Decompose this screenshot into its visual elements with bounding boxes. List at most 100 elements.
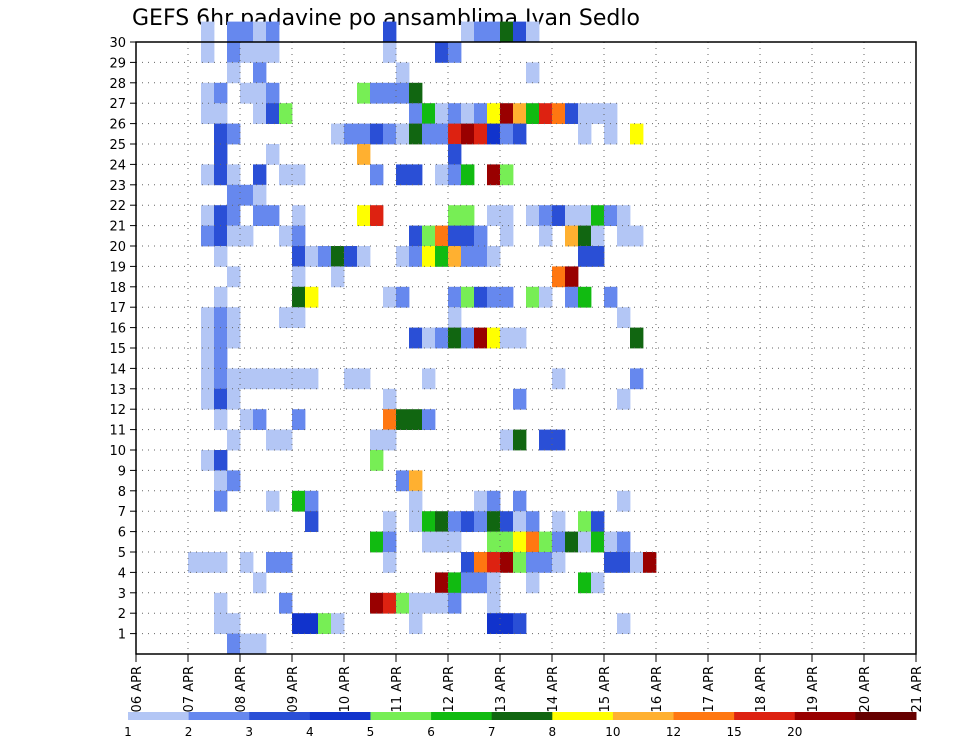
heatmap-cell xyxy=(461,327,475,349)
y-tick-label: 25 xyxy=(109,138,126,153)
heatmap-cell xyxy=(487,123,501,145)
heatmap-cell xyxy=(513,21,527,43)
y-tick-label: 29 xyxy=(109,56,126,71)
y-tick-label: 18 xyxy=(109,281,126,296)
heatmap-cell xyxy=(461,205,475,226)
heatmap-cell xyxy=(396,592,410,614)
heatmap-cell xyxy=(253,42,267,63)
heatmap-cell xyxy=(526,103,540,124)
heatmap-cell xyxy=(604,205,618,226)
heatmap-cell xyxy=(474,490,488,512)
heatmap-cell xyxy=(318,246,332,267)
x-tick-label: 16 APR xyxy=(650,666,665,712)
heatmap-cell xyxy=(383,592,397,614)
heatmap-cell xyxy=(435,511,449,532)
heatmap-cell xyxy=(266,42,280,63)
heatmap-cell xyxy=(487,552,501,573)
heatmap-cell xyxy=(500,205,514,226)
heatmap-cell xyxy=(422,592,436,614)
heatmap-cell xyxy=(396,123,410,145)
heatmap-cell xyxy=(201,307,215,328)
heatmap-cell xyxy=(552,429,566,451)
heatmap-cell xyxy=(487,286,501,308)
cells-layer xyxy=(188,21,657,655)
heatmap-cell xyxy=(591,103,605,124)
heatmap-cell xyxy=(266,82,280,104)
heatmap-cell xyxy=(461,103,475,124)
y-tick-label: 13 xyxy=(109,383,126,398)
heatmap-cell xyxy=(214,552,228,573)
heatmap-cell xyxy=(448,225,462,247)
heatmap-cell xyxy=(448,327,462,349)
heatmap-cell xyxy=(422,368,436,390)
heatmap-cell xyxy=(227,184,241,206)
x-tick-label: 10 APR xyxy=(338,666,353,712)
heatmap-cell xyxy=(266,552,280,573)
heatmap-cell xyxy=(227,62,241,84)
heatmap-cell xyxy=(396,470,410,492)
heatmap-cell xyxy=(448,307,462,328)
heatmap-cell xyxy=(201,348,215,369)
heatmap-cell xyxy=(279,368,293,390)
heatmap-cell xyxy=(253,572,267,594)
colorbar-swatch xyxy=(734,712,796,720)
heatmap-cell xyxy=(396,286,410,308)
heatmap-cell xyxy=(357,144,371,165)
x-tick-label: 21 APR xyxy=(910,666,925,712)
heatmap-cell xyxy=(630,552,644,573)
heatmap-cell xyxy=(578,246,592,267)
heatmap-cell xyxy=(500,511,514,532)
heatmap-cell xyxy=(292,164,306,186)
heatmap-cell xyxy=(578,225,592,247)
heatmap-cell xyxy=(214,409,228,430)
heatmap-cell xyxy=(357,368,371,390)
heatmap-cell xyxy=(578,511,592,532)
colorbar-swatch xyxy=(673,712,735,720)
heatmap-cell xyxy=(565,286,579,308)
heatmap-cell xyxy=(201,82,215,104)
heatmap-cell xyxy=(487,531,501,553)
heatmap-cell xyxy=(253,633,267,655)
heatmap-cell xyxy=(487,21,501,43)
heatmap-cell xyxy=(344,123,358,145)
heatmap-cell xyxy=(539,205,553,226)
heatmap-cell xyxy=(331,613,345,634)
heatmap-cell xyxy=(214,470,228,492)
y-tick-label: 27 xyxy=(109,97,126,112)
heatmap-cell xyxy=(292,368,306,390)
heatmap-cell xyxy=(227,429,241,451)
heatmap-cell xyxy=(409,327,423,349)
heatmap-cell xyxy=(227,633,241,655)
x-tick-label: 17 APR xyxy=(702,666,717,712)
colorbar-label: 15 xyxy=(727,725,742,739)
heatmap-cell xyxy=(214,592,228,614)
heatmap-cell xyxy=(500,21,514,43)
heatmap-cell xyxy=(292,307,306,328)
heatmap-cell xyxy=(383,511,397,532)
heatmap-cell xyxy=(474,246,488,267)
heatmap-cell xyxy=(253,184,267,206)
heatmap-cell xyxy=(227,164,241,186)
heatmap-cell xyxy=(253,368,267,390)
heatmap-cell xyxy=(435,225,449,247)
heatmap-cell xyxy=(526,511,540,532)
heatmap-cell xyxy=(370,592,384,614)
heatmap-cell xyxy=(500,123,514,145)
heatmap-cell xyxy=(604,286,618,308)
heatmap-cell xyxy=(448,123,462,145)
heatmap-cell xyxy=(617,225,631,247)
heatmap-cell xyxy=(253,62,267,84)
heatmap-cell xyxy=(201,388,215,410)
heatmap-cell xyxy=(266,205,280,226)
heatmap-cell xyxy=(357,123,371,145)
heatmap-cell xyxy=(370,164,384,186)
heatmap-cell xyxy=(201,205,215,226)
heatmap-cell xyxy=(305,490,319,512)
heatmap-cell xyxy=(448,103,462,124)
colorbar-label: 10 xyxy=(605,725,620,739)
x-tick-label: 11 APR xyxy=(390,666,405,712)
heatmap-cell xyxy=(474,225,488,247)
heatmap-cell xyxy=(214,103,228,124)
y-tick-label: 28 xyxy=(109,77,126,92)
heatmap-cell xyxy=(565,205,579,226)
